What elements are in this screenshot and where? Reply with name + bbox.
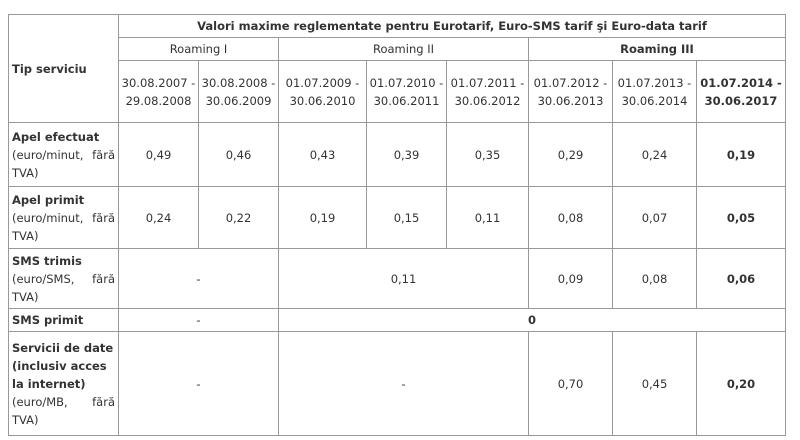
- group-header: Roaming II: [278, 37, 529, 61]
- tariff-table: Tip serviciu Valori maxime reglementate …: [8, 14, 786, 436]
- value: -: [118, 248, 279, 309]
- service-unit: (euro/minut, fără TVA): [12, 147, 115, 180]
- group-header: Roaming I: [118, 37, 279, 61]
- service-unit: (euro/minut, fără TVA): [12, 210, 115, 243]
- value: 0,29: [528, 122, 613, 187]
- service-name: Servicii de date (inclusiv acces la inte…: [12, 340, 114, 391]
- value: 0,19: [696, 122, 786, 187]
- service-unit: (euro/MB, fără TVA): [12, 394, 115, 427]
- table-title: Valori maxime reglementate pentru Eurota…: [118, 14, 786, 38]
- service-unit: (euro/SMS, fără TVA): [12, 271, 115, 304]
- period: 01.07.2011 - 30.06.2012: [446, 60, 529, 123]
- service-cell: Apel efectuat (euro/minut, fără TVA): [8, 122, 119, 187]
- value: 0,39: [366, 122, 447, 187]
- data-row: Apel primit (euro/minut, fără TVA) 0,24 0…: [8, 186, 786, 249]
- value: 0: [278, 308, 786, 332]
- data-row: SMS trimis (euro/SMS, fără TVA) - 0,11 0,…: [8, 248, 786, 309]
- service-cell: Apel primit (euro/minut, fără TVA): [8, 186, 119, 249]
- service-name: Apel primit: [12, 192, 85, 207]
- value: -: [118, 331, 279, 436]
- value: 0,08: [612, 248, 697, 309]
- data-row: Apel efectuat (euro/minut, fără TVA) 0,49…: [8, 122, 786, 187]
- period: 30.08.2007 - 29.08.2008: [118, 60, 199, 123]
- service-name: SMS trimis: [12, 253, 82, 268]
- period: 30.08.2008 - 30.06.2009: [198, 60, 279, 123]
- value: 0,15: [366, 186, 447, 249]
- row-header: Tip serviciu: [8, 14, 119, 123]
- value: 0,24: [612, 122, 697, 187]
- period: 01.07.2014 - 30.06.2017: [696, 60, 786, 123]
- data-row: SMS primit - 0: [8, 308, 786, 332]
- service-name: SMS primit: [12, 313, 84, 327]
- group-row: Roaming I Roaming II Roaming III: [9, 37, 786, 61]
- value: 0,05: [696, 186, 786, 249]
- value: 0,08: [528, 186, 613, 249]
- value: 0,09: [528, 248, 613, 309]
- header-row: Tip serviciu Valori maxime reglementate …: [8, 14, 786, 123]
- period: 01.07.2013 - 30.06.2014: [612, 60, 697, 123]
- value: 0,43: [278, 122, 367, 187]
- period: 01.07.2010 - 30.06.2011: [366, 60, 447, 123]
- value: -: [278, 331, 529, 436]
- value: 0,49: [118, 122, 199, 187]
- value: 0,06: [696, 248, 786, 309]
- value: 0,35: [446, 122, 529, 187]
- service-cell: Servicii de date (inclusiv acces la inte…: [8, 331, 119, 436]
- period: 01.07.2009 - 30.06.2010: [278, 60, 367, 123]
- service-name: Apel efectuat: [12, 129, 100, 144]
- service-cell: SMS primit: [8, 308, 119, 332]
- value: -: [118, 308, 279, 332]
- value: 0,11: [446, 186, 529, 249]
- value: 0,07: [612, 186, 697, 249]
- period: 01.07.2012 - 30.06.2013: [528, 60, 613, 123]
- value: 0,24: [118, 186, 199, 249]
- value: 0,70: [528, 331, 613, 436]
- value: 0,22: [198, 186, 279, 249]
- group-header: Roaming III: [528, 37, 786, 61]
- value: 0,20: [696, 331, 786, 436]
- value: 0,19: [278, 186, 367, 249]
- value: 0,46: [198, 122, 279, 187]
- data-row: Servicii de date (inclusiv acces la inte…: [8, 331, 786, 436]
- value: 0,11: [278, 248, 529, 309]
- value: 0,45: [612, 331, 697, 436]
- period-row: 30.08.2007 - 29.08.2008 30.08.2008 - 30.…: [9, 60, 786, 123]
- service-cell: SMS trimis (euro/SMS, fără TVA): [8, 248, 119, 309]
